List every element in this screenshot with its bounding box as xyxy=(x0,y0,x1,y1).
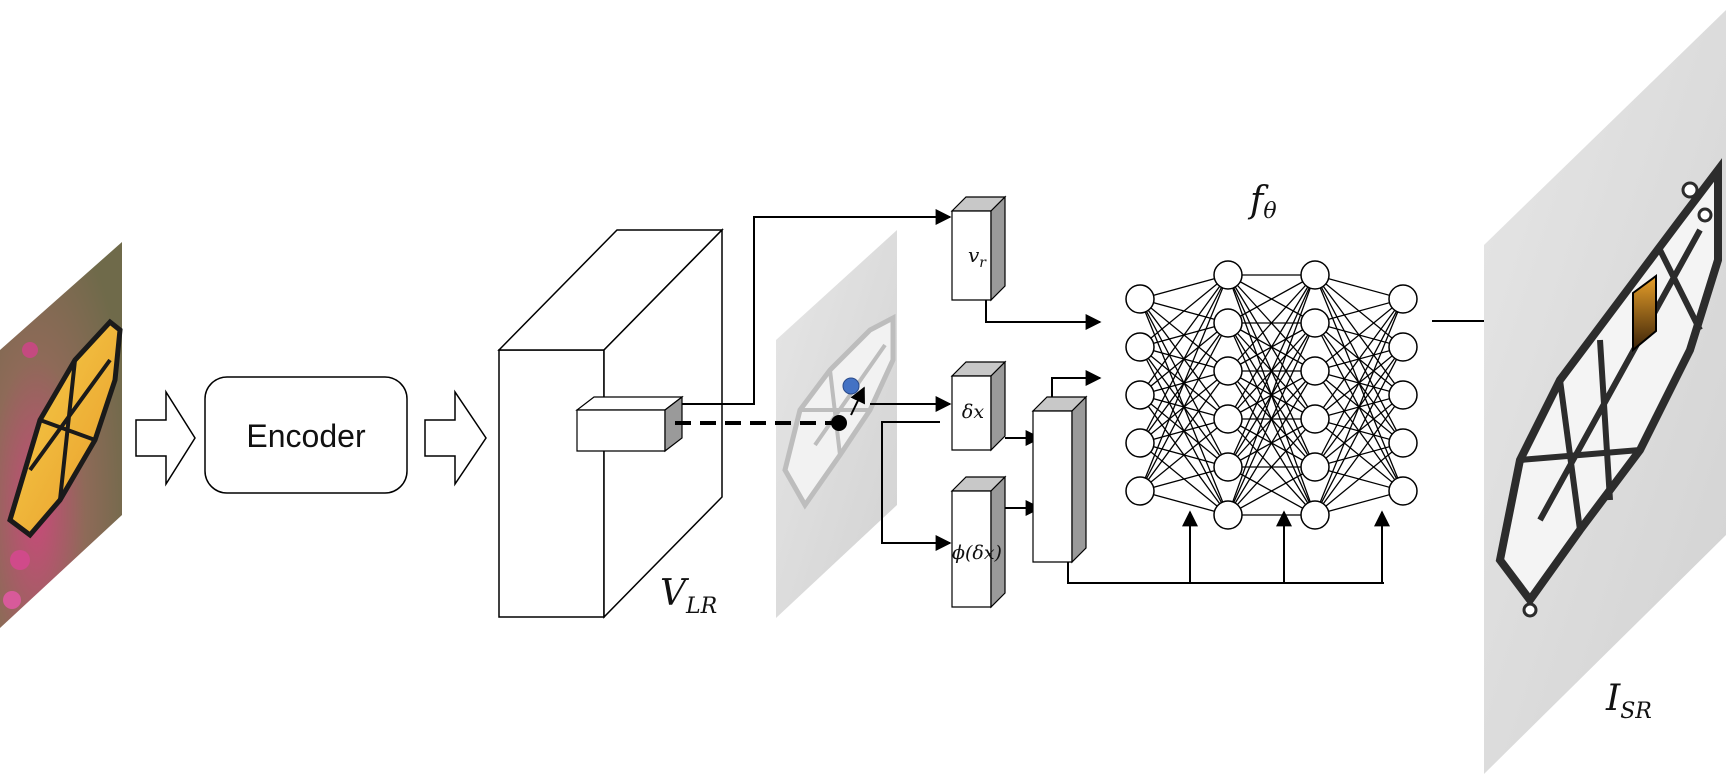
mlp-neuron-layer-1 xyxy=(1125,332,1155,362)
mlp-neuron-layer-4 xyxy=(1388,380,1418,410)
volume-label-main: V xyxy=(660,573,690,614)
mlp-connection xyxy=(1314,298,1404,372)
mlp-connection xyxy=(1227,274,1316,420)
offset-arrow xyxy=(850,386,865,416)
mlp-connection xyxy=(1227,466,1316,516)
mlp-neuron-layer-4 xyxy=(1388,284,1418,314)
mlp-connection xyxy=(1314,346,1404,516)
mlp-connection xyxy=(1227,418,1316,516)
dx-box xyxy=(950,360,1007,452)
output-label: ISR xyxy=(1605,678,1652,724)
volume-label-sub: LR xyxy=(685,594,717,619)
encoder-block: Encoder xyxy=(204,376,408,494)
mlp-neuron-layer-4 xyxy=(1388,428,1418,458)
mlp-neuron-layer-3 xyxy=(1300,356,1330,386)
mlp-label: fθ xyxy=(1247,180,1277,224)
mlp-connection xyxy=(1314,298,1404,420)
mlp-neuron-layer-3 xyxy=(1300,500,1330,530)
butterfly-output-image xyxy=(1484,10,1726,774)
arrow-concat-to-mlp xyxy=(1051,370,1102,397)
feature-vector-box xyxy=(575,395,684,453)
butterfly-input-image xyxy=(0,242,123,628)
mlp-neuron-layer-2 xyxy=(1213,308,1243,338)
mlp-connection xyxy=(1227,274,1316,516)
mlp-connection xyxy=(1314,442,1404,516)
mlp-label-sub: θ xyxy=(1263,199,1276,224)
mlp-connection xyxy=(1139,370,1229,492)
mlp-connection xyxy=(1139,274,1229,348)
mlp-connection xyxy=(1314,298,1404,468)
mlp-neuron-layer-4 xyxy=(1388,332,1418,362)
mlp-connection xyxy=(1227,274,1316,372)
mlp-neuron-layer-3 xyxy=(1300,260,1330,290)
mlp-neuron-layer-2 xyxy=(1213,500,1243,530)
output-label-main: I xyxy=(1605,678,1621,719)
phi-box xyxy=(950,475,1007,609)
output-label-sub: SR xyxy=(1620,699,1652,724)
mlp-neuron-layer-3 xyxy=(1300,452,1330,482)
mlp-connection xyxy=(1139,274,1229,492)
mlp-neuron-layer-2 xyxy=(1213,404,1243,434)
mlp-connection xyxy=(1139,490,1229,516)
output-pixel-patch xyxy=(1632,274,1657,353)
arrow-to-phi xyxy=(881,421,952,551)
encoder-label: Encoder xyxy=(246,418,366,454)
mlp-connection xyxy=(1314,274,1404,300)
volume-label: VLR xyxy=(660,573,717,619)
mlp-connection xyxy=(1227,274,1316,468)
mlp-connection xyxy=(1139,418,1229,492)
mlp-connection xyxy=(1139,274,1229,300)
mlp-neuron-layer-3 xyxy=(1300,308,1330,338)
hollow-arrow-1 xyxy=(135,389,196,487)
skip-connection-base xyxy=(1067,562,1384,584)
mlp-neuron-layer-3 xyxy=(1300,404,1330,434)
mlp-neuron-layer-1 xyxy=(1125,284,1155,314)
query-point xyxy=(842,377,860,395)
mlp-neuron-layer-2 xyxy=(1213,356,1243,386)
arrow-vr-to-mlp xyxy=(985,300,1102,330)
mlp-connection xyxy=(1139,274,1229,444)
phi-label: ϕ(δx) xyxy=(952,542,1002,564)
mlp-connection xyxy=(1314,490,1404,516)
mlp-connection xyxy=(1314,394,1404,516)
concat-box xyxy=(1031,395,1088,564)
arrow-to-vr xyxy=(682,209,952,405)
mlp-neuron-layer-1 xyxy=(1125,476,1155,506)
mlp-connection xyxy=(1227,274,1316,324)
mlp-neuron-layer-4 xyxy=(1388,476,1418,506)
hollow-arrow-2 xyxy=(424,389,487,487)
dx-label: δx xyxy=(962,401,984,423)
mlp-neuron-layer-2 xyxy=(1213,452,1243,482)
vr-label-sub: r xyxy=(979,255,987,271)
vr-label-main: v xyxy=(968,243,980,267)
mlp-neuron-layer-1 xyxy=(1125,428,1155,458)
mlp-network xyxy=(1125,260,1418,530)
mlp-connection xyxy=(1314,298,1404,516)
mlp-connection xyxy=(1314,298,1404,324)
mlp-connection xyxy=(1227,370,1316,516)
mlp-neuron-layer-2 xyxy=(1213,260,1243,290)
mlp-neuron-layer-1 xyxy=(1125,380,1155,410)
mlp-connection xyxy=(1139,274,1229,396)
vr-box xyxy=(950,195,1007,302)
mlp-connection xyxy=(1139,466,1229,492)
latent-point xyxy=(831,415,847,431)
vr-label: vr xyxy=(968,243,987,271)
mlp-connection xyxy=(1227,322,1316,516)
mlp-connection xyxy=(1139,322,1229,492)
